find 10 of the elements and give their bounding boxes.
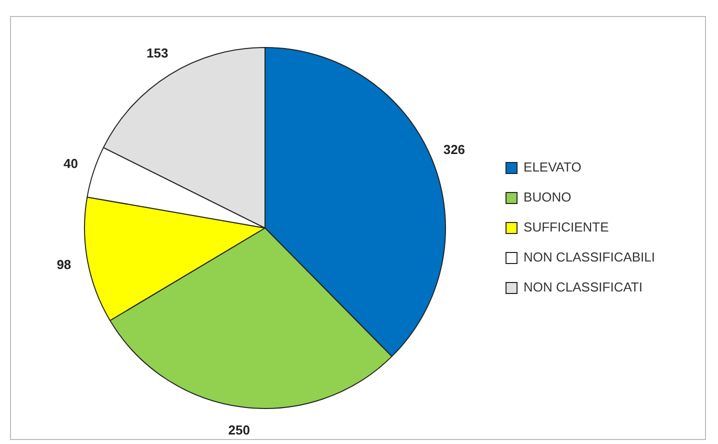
data-label: 326 <box>443 142 466 157</box>
legend-label: BUONO <box>524 190 572 205</box>
legend-label: NON CLASSIFICABILI <box>524 250 656 265</box>
data-label: 250 <box>228 422 250 438</box>
data-label: 40 <box>63 156 78 171</box>
legend-label: NON CLASSIFICATI <box>524 280 642 295</box>
legend-label: ELEVATO <box>524 160 582 175</box>
legend-label: SUFFICIENTE <box>524 220 610 235</box>
data-label: 98 <box>56 256 72 272</box>
data-label: 153 <box>146 46 168 61</box>
